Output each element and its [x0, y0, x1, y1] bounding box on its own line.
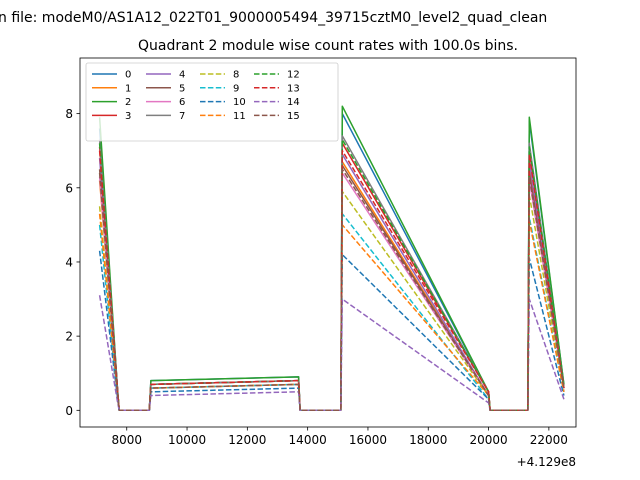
legend-entry-2: 2 — [92, 97, 131, 108]
series-layer — [98, 105, 565, 412]
legend-label: 9 — [233, 83, 239, 94]
legend-entry-3: 3 — [92, 111, 131, 122]
legend-label: 10 — [233, 97, 246, 108]
x-tick-label: 16000 — [349, 433, 387, 447]
legend-entry-13: 13 — [254, 83, 300, 94]
legend-entry-6: 6 — [146, 97, 185, 108]
legend-entry-8: 8 — [200, 70, 239, 81]
y-tick-label: 0 — [65, 404, 73, 418]
legend-label: 8 — [233, 70, 239, 81]
legend-label: 14 — [287, 97, 300, 108]
y-tick-label: 2 — [65, 330, 73, 344]
x-axis: 8000 10000 12000 14000 16000 18000 20000 22000 — [111, 427, 568, 447]
legend-entry-11: 11 — [200, 111, 246, 122]
legend-label: 6 — [179, 97, 185, 108]
x-tick-label: 14000 — [289, 433, 327, 447]
y-axis: 0 2 4 6 8 — [65, 107, 80, 418]
x-offset-label: +4.129e8 — [517, 455, 576, 469]
legend-entry-4: 4 — [146, 70, 185, 81]
legend-entry-10: 10 — [200, 97, 246, 108]
x-tick-label: 22000 — [530, 433, 568, 447]
legend-entry-9: 9 — [200, 83, 239, 94]
axes-frame — [79, 57, 577, 428]
legend-entry-1: 1 — [92, 83, 131, 94]
legend-label: 5 — [179, 83, 185, 94]
legend-label: 1 — [125, 83, 131, 94]
legend-label: 2 — [125, 97, 131, 108]
chart-title: Quadrant 2 module wise count rates with … — [138, 38, 518, 54]
figure-suptitle: n file: modeM0/AS1A12_022T01_9000005494_… — [0, 10, 547, 26]
legend-entry-5: 5 — [146, 83, 185, 94]
series-line-15 — [98, 168, 565, 412]
legend-label: 13 — [287, 83, 300, 94]
x-tick-label: 18000 — [409, 433, 447, 447]
legend-label: 7 — [179, 111, 185, 122]
legend-label: 12 — [287, 70, 300, 81]
legend-entry-0: 0 — [92, 70, 131, 81]
legend-label: 3 — [125, 111, 131, 122]
x-tick-label: 8000 — [111, 433, 142, 447]
y-tick-label: 4 — [65, 255, 73, 269]
legend-label: 15 — [287, 111, 300, 122]
legend-label: 4 — [179, 70, 185, 81]
x-tick-label: 10000 — [168, 433, 206, 447]
y-tick-label: 6 — [65, 181, 73, 195]
x-tick-label: 20000 — [469, 433, 507, 447]
legend-entry-14: 14 — [254, 97, 300, 108]
legend-label: 0 — [125, 70, 131, 81]
legend-entry-12: 12 — [254, 70, 300, 81]
legend-label: 11 — [233, 111, 246, 122]
legend-entry-7: 7 — [146, 111, 185, 122]
legend-entry-15: 15 — [254, 111, 300, 122]
x-tick-label: 12000 — [228, 433, 266, 447]
y-tick-label: 8 — [65, 107, 73, 121]
